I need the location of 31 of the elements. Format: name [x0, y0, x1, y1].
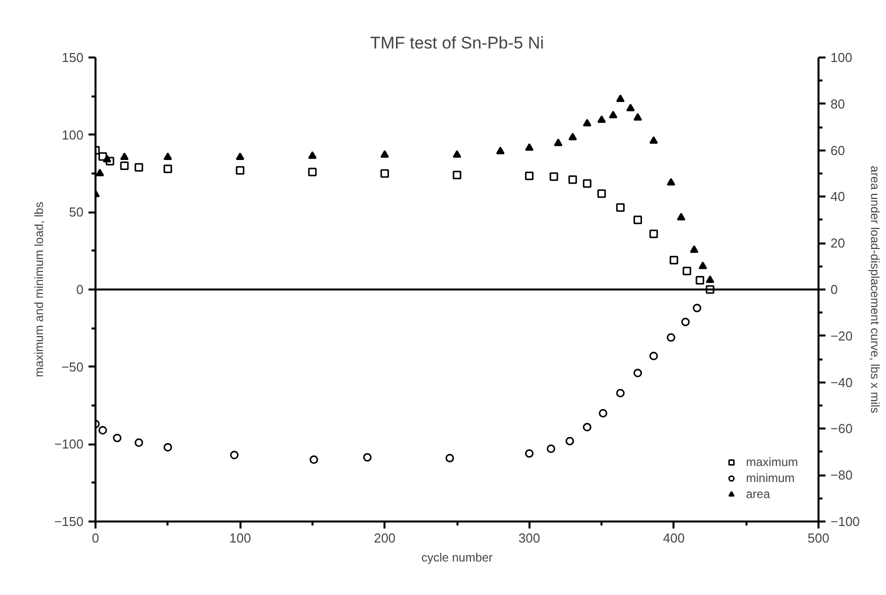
y-tick-label: 150 [62, 50, 84, 65]
y2-tick-label: 60 [830, 142, 845, 158]
y2-tick-label: 100 [830, 50, 852, 65]
y-tick-label: 50 [69, 204, 84, 220]
x-tick-label: 200 [374, 530, 396, 546]
x-tick-label: 100 [229, 530, 251, 546]
chart-title: TMF test of Sn-Pb-5 Ni [370, 34, 544, 52]
y2-tick-label: 80 [830, 96, 845, 112]
legend-label: maximum [746, 455, 798, 469]
y-tick-label: −150 [54, 514, 84, 529]
y2-axis-title: area under load-displacement curve, lbs x mils [868, 166, 882, 414]
x-axis-title: cycle number [421, 550, 493, 564]
y2-tick-label: −20 [830, 328, 853, 344]
y2-tick-label: −40 [830, 374, 853, 390]
x-tick-label: 400 [663, 530, 685, 546]
y-tick-label: 0 [76, 282, 84, 297]
legend-label: area [746, 487, 770, 501]
y-tick-label: 100 [62, 127, 84, 142]
x-tick-label: 300 [518, 530, 540, 546]
x-tick-label: 0 [92, 530, 100, 546]
y2-tick-label: −100 [830, 514, 860, 529]
y2-tick-label: 20 [830, 236, 845, 251]
y-tick-label: −50 [61, 359, 84, 374]
y-tick-label: −100 [54, 436, 84, 452]
y2-tick-label: 40 [830, 189, 845, 204]
y-axis-title: maximum and minimum load, lbs [32, 202, 46, 378]
y2-tick-label: −80 [830, 468, 853, 483]
x-tick-label: 500 [808, 530, 830, 546]
y2-tick-label: −60 [830, 421, 853, 436]
y2-tick-label: 0 [830, 282, 838, 297]
legend-label: minimum [746, 471, 795, 485]
